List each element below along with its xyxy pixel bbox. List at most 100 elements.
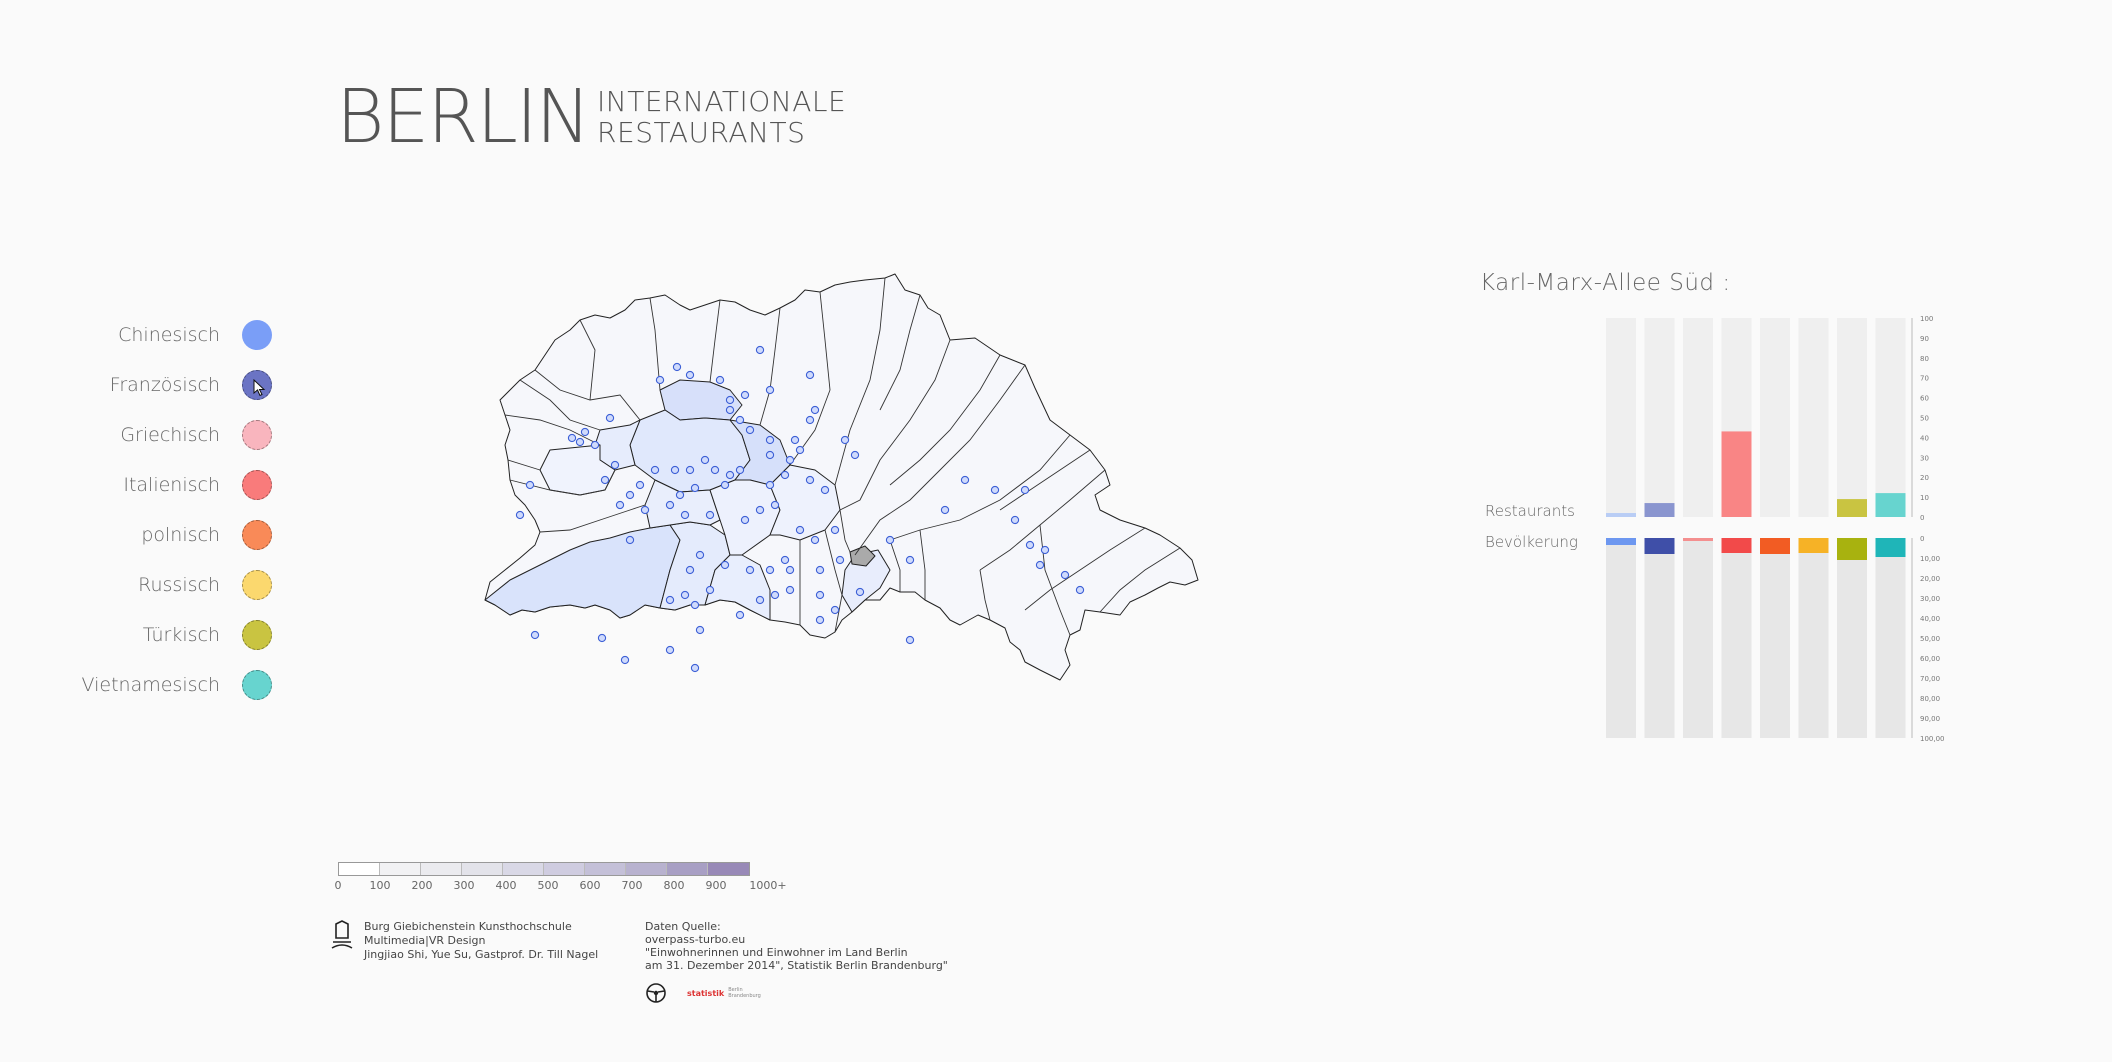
- restaurant-marker[interactable]: [655, 375, 665, 385]
- restaurant-marker[interactable]: [765, 450, 775, 460]
- restaurant-marker[interactable]: [672, 362, 682, 372]
- restaurant-marker[interactable]: [815, 565, 825, 575]
- restaurant-marker[interactable]: [795, 525, 805, 535]
- restaurant-marker[interactable]: [1060, 570, 1070, 580]
- legend-item[interactable]: Chinesisch: [40, 310, 280, 360]
- restaurant-marker[interactable]: [785, 455, 795, 465]
- legend-item[interactable]: polnisch: [40, 510, 280, 560]
- legend-toggle[interactable]: [242, 670, 272, 700]
- restaurant-marker[interactable]: [605, 413, 615, 423]
- restaurant-marker[interactable]: [1025, 540, 1035, 550]
- restaurant-marker[interactable]: [700, 455, 710, 465]
- restaurant-marker[interactable]: [680, 510, 690, 520]
- legend-toggle[interactable]: [242, 520, 272, 550]
- map-district[interactable]: [484, 524, 681, 619]
- restaurant-marker[interactable]: [765, 385, 775, 395]
- restaurant-marker[interactable]: [665, 595, 675, 605]
- map-district-selected[interactable]: [849, 545, 876, 567]
- legend-item[interactable]: Türkisch: [40, 610, 280, 660]
- legend-toggle[interactable]: [242, 320, 272, 350]
- map-district[interactable]: [841, 549, 891, 613]
- restaurant-marker[interactable]: [755, 595, 765, 605]
- restaurant-marker[interactable]: [580, 427, 590, 437]
- restaurant-marker[interactable]: [710, 465, 720, 475]
- restaurant-marker[interactable]: [640, 505, 650, 515]
- restaurant-marker[interactable]: [695, 625, 705, 635]
- restaurant-marker[interactable]: [835, 555, 845, 565]
- restaurant-marker[interactable]: [785, 565, 795, 575]
- restaurant-marker[interactable]: [720, 480, 730, 490]
- restaurant-marker[interactable]: [625, 490, 635, 500]
- restaurant-marker[interactable]: [705, 510, 715, 520]
- legend-item[interactable]: Griechisch: [40, 410, 280, 460]
- berlin-map-svg[interactable]: [480, 270, 1210, 825]
- restaurant-marker[interactable]: [765, 480, 775, 490]
- legend-item[interactable]: Italienisch: [40, 460, 280, 510]
- restaurant-marker[interactable]: [690, 600, 700, 610]
- restaurant-marker[interactable]: [530, 630, 540, 640]
- restaurant-marker[interactable]: [665, 500, 675, 510]
- restaurant-marker[interactable]: [690, 483, 700, 493]
- restaurant-marker[interactable]: [780, 555, 790, 565]
- restaurant-marker[interactable]: [780, 470, 790, 480]
- restaurant-marker[interactable]: [1010, 515, 1020, 525]
- restaurant-marker[interactable]: [905, 635, 915, 645]
- restaurant-marker[interactable]: [830, 525, 840, 535]
- restaurant-marker[interactable]: [740, 390, 750, 400]
- restaurant-marker[interactable]: [680, 590, 690, 600]
- restaurant-marker[interactable]: [685, 370, 695, 380]
- restaurant-marker[interactable]: [770, 500, 780, 510]
- legend-toggle[interactable]: [242, 370, 272, 400]
- restaurant-marker[interactable]: [855, 587, 865, 597]
- restaurant-marker[interactable]: [625, 535, 635, 545]
- restaurant-marker[interactable]: [735, 465, 745, 475]
- legend-item[interactable]: Vietnamesisch: [40, 660, 280, 710]
- restaurant-marker[interactable]: [725, 470, 735, 480]
- berlin-map[interactable]: [480, 270, 1210, 829]
- restaurant-marker[interactable]: [815, 615, 825, 625]
- restaurant-marker[interactable]: [665, 645, 675, 655]
- restaurant-marker[interactable]: [745, 425, 755, 435]
- restaurant-marker[interactable]: [690, 663, 700, 673]
- restaurant-marker[interactable]: [840, 435, 850, 445]
- restaurant-marker[interactable]: [635, 480, 645, 490]
- restaurant-marker[interactable]: [820, 485, 830, 495]
- restaurant-marker[interactable]: [575, 437, 585, 447]
- restaurant-marker[interactable]: [675, 490, 685, 500]
- restaurant-marker[interactable]: [745, 565, 755, 575]
- restaurant-marker[interactable]: [515, 510, 525, 520]
- restaurant-marker[interactable]: [695, 550, 705, 560]
- restaurant-marker[interactable]: [740, 515, 750, 525]
- restaurant-marker[interactable]: [785, 585, 795, 595]
- restaurant-marker[interactable]: [1020, 485, 1030, 495]
- restaurant-marker[interactable]: [960, 475, 970, 485]
- restaurant-marker[interactable]: [725, 395, 735, 405]
- restaurant-marker[interactable]: [685, 565, 695, 575]
- restaurant-marker[interactable]: [805, 370, 815, 380]
- restaurant-marker[interactable]: [650, 465, 660, 475]
- restaurant-marker[interactable]: [670, 465, 680, 475]
- legend-item[interactable]: Französisch: [40, 360, 280, 410]
- restaurant-marker[interactable]: [705, 585, 715, 595]
- legend-item[interactable]: Russisch: [40, 560, 280, 610]
- restaurant-marker[interactable]: [720, 560, 730, 570]
- restaurant-marker[interactable]: [765, 565, 775, 575]
- restaurant-marker[interactable]: [905, 555, 915, 565]
- restaurant-marker[interactable]: [715, 375, 725, 385]
- restaurant-marker[interactable]: [805, 415, 815, 425]
- restaurant-marker[interactable]: [805, 475, 815, 485]
- legend-toggle[interactable]: [242, 570, 272, 600]
- restaurant-marker[interactable]: [765, 435, 775, 445]
- restaurant-marker[interactable]: [770, 590, 780, 600]
- restaurant-marker[interactable]: [615, 500, 625, 510]
- restaurant-marker[interactable]: [735, 610, 745, 620]
- restaurant-marker[interactable]: [1075, 585, 1085, 595]
- restaurant-marker[interactable]: [755, 505, 765, 515]
- restaurant-marker[interactable]: [850, 450, 860, 460]
- restaurant-marker[interactable]: [685, 465, 695, 475]
- restaurant-marker[interactable]: [597, 633, 607, 643]
- restaurant-marker[interactable]: [810, 535, 820, 545]
- legend-toggle[interactable]: [242, 420, 272, 450]
- restaurant-marker[interactable]: [885, 535, 895, 545]
- restaurant-marker[interactable]: [610, 460, 620, 470]
